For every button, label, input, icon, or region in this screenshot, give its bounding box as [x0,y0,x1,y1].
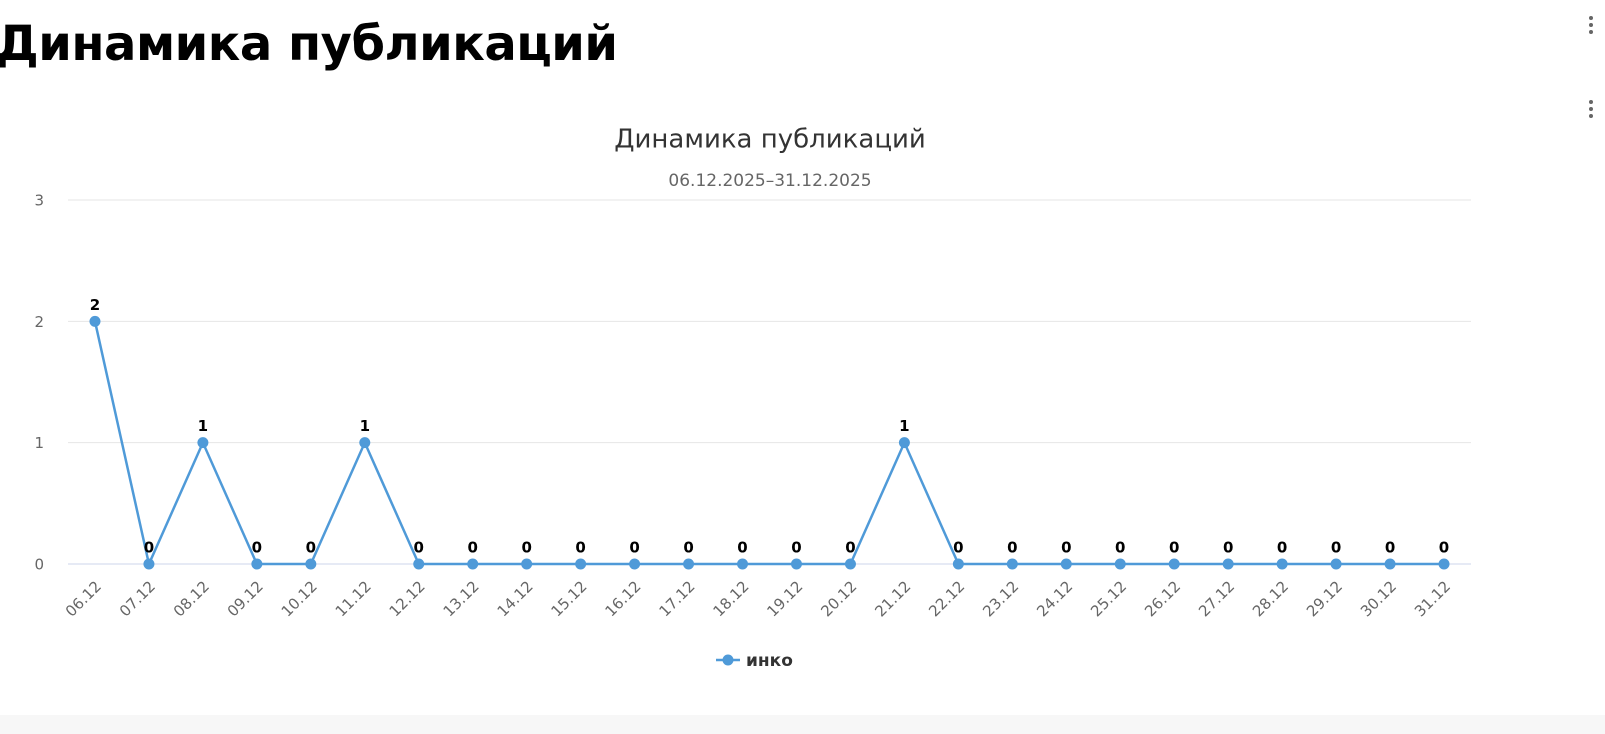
x-tick-label: 28.12 [1249,577,1292,620]
data-label: 0 [1007,539,1017,557]
y-tick-label: 2 [34,313,44,331]
data-label: 0 [306,539,316,557]
data-label: 0 [467,539,477,557]
data-label: 1 [198,417,208,435]
y-tick-label: 1 [34,434,44,452]
x-tick-label: 11.12 [332,577,375,620]
data-point [737,558,749,570]
x-tick-label: 13.12 [440,577,483,620]
data-label: 0 [144,539,154,557]
x-tick-label: 07.12 [116,577,159,620]
data-label: 0 [791,539,801,557]
y-tick-label: 3 [34,192,44,210]
legend-marker [722,654,734,666]
data-label: 0 [1331,539,1341,557]
chart-menu-button[interactable] [1589,100,1593,121]
data-label: 0 [1061,539,1071,557]
data-point [1438,558,1450,570]
data-point [1168,558,1180,570]
data-point [359,437,371,449]
x-tick-label: 30.12 [1357,577,1400,620]
x-tick-label: 21.12 [871,577,914,620]
chart-subtitle: 06.12.2025–31.12.2025 [668,171,871,191]
menu-button[interactable] [1589,16,1593,37]
data-label: 1 [360,417,370,435]
data-label: 0 [1277,539,1287,557]
data-point [1330,558,1342,570]
data-label: 0 [953,539,963,557]
data-point [1060,558,1072,570]
data-label: 0 [845,539,855,557]
x-tick-label: 17.12 [655,577,698,620]
data-label: 0 [252,539,262,557]
data-point [952,558,964,570]
data-point [89,315,101,327]
data-point [305,558,317,570]
x-tick-label: 29.12 [1303,577,1346,620]
data-point [790,558,802,570]
series-line [93,321,1445,568]
data-label: 0 [683,539,693,557]
x-tick-label: 26.12 [1141,577,1184,620]
data-label: 0 [1115,539,1125,557]
data-point [521,558,533,570]
data-point [1222,558,1234,570]
data-label: 0 [1439,539,1449,557]
data-label: 0 [1169,539,1179,557]
data-point [898,437,910,449]
data-point [683,558,695,570]
data-point [629,558,641,570]
x-tick-label: 24.12 [1033,577,1076,620]
x-tick-label: 06.12 [62,577,105,620]
x-tick-label: 27.12 [1195,577,1238,620]
legend-label: инко [746,651,793,671]
data-label: 2 [90,296,100,314]
chart-title: Динамика публикаций [614,125,926,155]
x-tick-label: 15.12 [548,577,591,620]
data-label: 0 [1223,539,1233,557]
data-point [844,558,856,570]
x-tick-label: 12.12 [386,577,429,620]
x-tick-label: 22.12 [925,577,968,620]
y-tick-label: 0 [34,556,44,574]
footer-bg [0,715,1605,734]
x-tick-label: 08.12 [170,577,213,620]
data-point [467,558,479,570]
data-label: 0 [414,539,424,557]
x-tick-label: 16.12 [602,577,645,620]
x-tick-label: 20.12 [817,577,860,620]
x-tick-label: 31.12 [1411,577,1454,620]
data-point [251,558,263,570]
x-tick-label: 23.12 [979,577,1022,620]
data-point [197,437,209,449]
x-tick-label: 25.12 [1087,577,1130,620]
data-point [575,558,587,570]
x-tick-label: 19.12 [763,577,806,620]
page-title: Динамика публикаций [0,16,618,72]
data-label: 0 [1385,539,1395,557]
data-label: 0 [521,539,531,557]
data-point [1114,558,1126,570]
data-label: 0 [737,539,747,557]
x-tick-label: 18.12 [709,577,752,620]
x-tick-label: 10.12 [278,577,321,620]
data-point [1276,558,1288,570]
data-point [1384,558,1396,570]
data-label: 0 [629,539,639,557]
x-tick-label: 09.12 [224,577,267,620]
data-label: 1 [899,417,909,435]
x-tick-label: 14.12 [494,577,537,620]
data-point [413,558,425,570]
data-point [143,558,155,570]
data-point [1006,558,1018,570]
data-label: 0 [575,539,585,557]
